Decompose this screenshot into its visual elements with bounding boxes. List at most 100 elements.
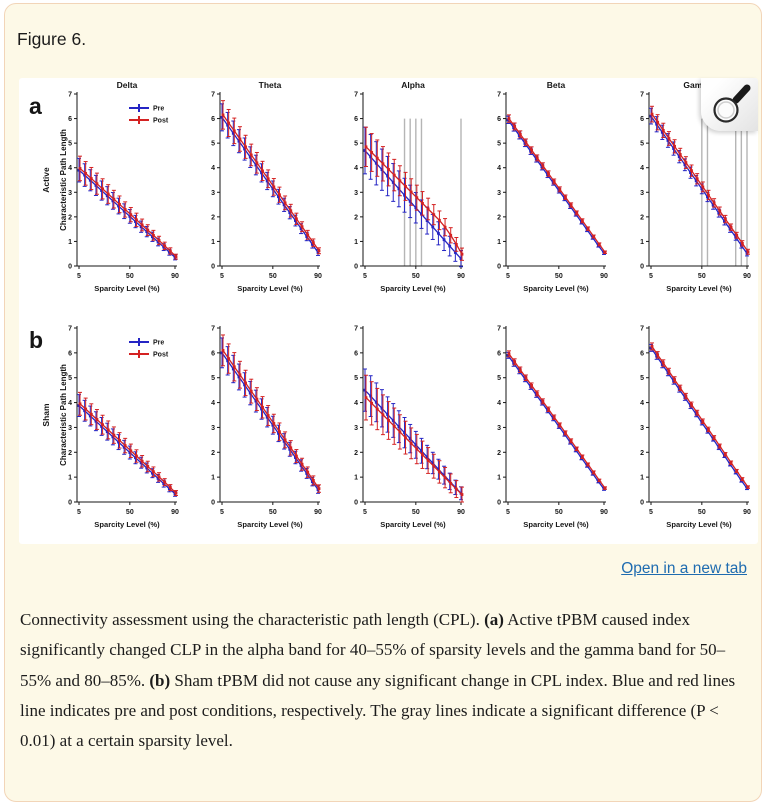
svg-text:0: 0 xyxy=(497,264,501,271)
svg-text:6: 6 xyxy=(354,350,358,357)
svg-text:Gamma: Gamma xyxy=(683,80,714,90)
svg-text:4: 4 xyxy=(211,165,215,172)
svg-text:Active: Active xyxy=(41,167,51,193)
svg-text:5: 5 xyxy=(506,273,510,280)
svg-text:Sparcity Level (%): Sparcity Level (%) xyxy=(666,520,732,529)
svg-text:3: 3 xyxy=(354,190,358,197)
svg-text:5: 5 xyxy=(649,273,653,280)
svg-text:Characteristic Path Length: Characteristic Path Length xyxy=(59,364,68,466)
svg-text:0: 0 xyxy=(211,500,215,507)
svg-text:5: 5 xyxy=(640,141,644,148)
svg-text:7: 7 xyxy=(354,326,358,333)
svg-text:50: 50 xyxy=(126,509,134,516)
svg-text:50: 50 xyxy=(269,509,277,516)
svg-text:2: 2 xyxy=(68,214,72,221)
svg-text:0: 0 xyxy=(354,264,358,271)
svg-text:5: 5 xyxy=(363,509,367,516)
svg-text:7: 7 xyxy=(68,326,72,333)
caption-text-3: Sham tPBM did not cause any significant … xyxy=(20,670,736,751)
svg-text:2: 2 xyxy=(640,214,644,221)
svg-text:5: 5 xyxy=(220,509,224,516)
svg-text:5: 5 xyxy=(211,141,215,148)
zoom-button[interactable] xyxy=(701,78,758,131)
svg-text:90: 90 xyxy=(743,509,751,516)
svg-text:1: 1 xyxy=(354,475,358,482)
svg-text:Sparcity Level (%): Sparcity Level (%) xyxy=(94,520,160,529)
svg-text:5: 5 xyxy=(354,141,358,148)
svg-text:4: 4 xyxy=(68,165,72,172)
svg-text:90: 90 xyxy=(314,273,322,280)
svg-text:Pre: Pre xyxy=(153,106,164,113)
svg-text:5: 5 xyxy=(640,375,644,382)
svg-text:Beta: Beta xyxy=(547,80,566,90)
svg-text:6: 6 xyxy=(211,350,215,357)
svg-text:3: 3 xyxy=(354,425,358,432)
svg-text:0: 0 xyxy=(68,264,72,271)
svg-text:6: 6 xyxy=(68,116,72,123)
svg-text:50: 50 xyxy=(412,273,420,280)
svg-text:0: 0 xyxy=(354,500,358,507)
svg-text:2: 2 xyxy=(640,450,644,457)
caption-text-2: Active tPBM caused index significantly c… xyxy=(20,610,726,690)
magnifier-icon xyxy=(712,84,750,123)
svg-text:50: 50 xyxy=(698,273,706,280)
svg-text:5: 5 xyxy=(497,141,501,148)
svg-text:2: 2 xyxy=(211,450,215,457)
svg-text:90: 90 xyxy=(314,509,322,516)
svg-text:1: 1 xyxy=(640,239,644,246)
svg-text:6: 6 xyxy=(68,350,72,357)
svg-text:1: 1 xyxy=(68,475,72,482)
svg-text:3: 3 xyxy=(68,425,72,432)
svg-text:Sparcity Level (%): Sparcity Level (%) xyxy=(237,284,303,293)
svg-text:6: 6 xyxy=(640,350,644,357)
open-new-tab-link[interactable]: Open in a new tab xyxy=(621,560,747,577)
svg-text:Pre: Pre xyxy=(153,340,164,347)
figure-image[interactable]: a Active Characteristic Path Length Delta 0 1… xyxy=(19,78,758,544)
svg-text:Sparcity Level (%): Sparcity Level (%) xyxy=(523,520,589,529)
svg-text:2: 2 xyxy=(211,214,215,221)
svg-text:2: 2 xyxy=(68,450,72,457)
svg-text:5: 5 xyxy=(354,375,358,382)
svg-text:0: 0 xyxy=(497,500,501,507)
svg-text:Sparcity Level (%): Sparcity Level (%) xyxy=(666,284,732,293)
svg-text:1: 1 xyxy=(497,475,501,482)
svg-text:Sparcity Level (%): Sparcity Level (%) xyxy=(380,284,446,293)
svg-text:50: 50 xyxy=(269,273,277,280)
svg-text:90: 90 xyxy=(171,509,179,516)
svg-text:50: 50 xyxy=(698,509,706,516)
svg-text:6: 6 xyxy=(354,116,358,123)
svg-text:1: 1 xyxy=(211,239,215,246)
svg-text:7: 7 xyxy=(354,92,358,99)
svg-text:0: 0 xyxy=(68,500,72,507)
svg-text:5: 5 xyxy=(68,375,72,382)
svg-text:a: a xyxy=(29,93,42,119)
caption-label-b: (b) xyxy=(149,670,171,690)
svg-text:3: 3 xyxy=(640,190,644,197)
svg-text:5: 5 xyxy=(363,273,367,280)
svg-text:5: 5 xyxy=(68,141,72,148)
figure-title: Figure 6. xyxy=(17,29,87,49)
svg-text:90: 90 xyxy=(457,273,465,280)
svg-text:4: 4 xyxy=(640,400,644,407)
svg-text:4: 4 xyxy=(640,165,644,172)
svg-text:90: 90 xyxy=(743,273,751,280)
svg-text:Post: Post xyxy=(153,118,169,125)
svg-text:4: 4 xyxy=(68,400,72,407)
svg-text:3: 3 xyxy=(640,425,644,432)
caption-text-1: Connectivity assessment using the charac… xyxy=(20,610,485,629)
svg-text:Alpha: Alpha xyxy=(401,80,425,90)
svg-text:7: 7 xyxy=(211,92,215,99)
svg-text:b: b xyxy=(29,327,43,353)
svg-text:1: 1 xyxy=(354,239,358,246)
svg-text:2: 2 xyxy=(497,450,501,457)
svg-text:Delta: Delta xyxy=(117,80,138,90)
svg-text:50: 50 xyxy=(555,273,563,280)
svg-text:6: 6 xyxy=(640,116,644,123)
svg-text:7: 7 xyxy=(640,92,644,99)
svg-text:3: 3 xyxy=(68,190,72,197)
svg-text:2: 2 xyxy=(354,214,358,221)
svg-text:5: 5 xyxy=(211,375,215,382)
svg-text:7: 7 xyxy=(497,326,501,333)
svg-text:4: 4 xyxy=(497,400,501,407)
svg-text:3: 3 xyxy=(211,425,215,432)
